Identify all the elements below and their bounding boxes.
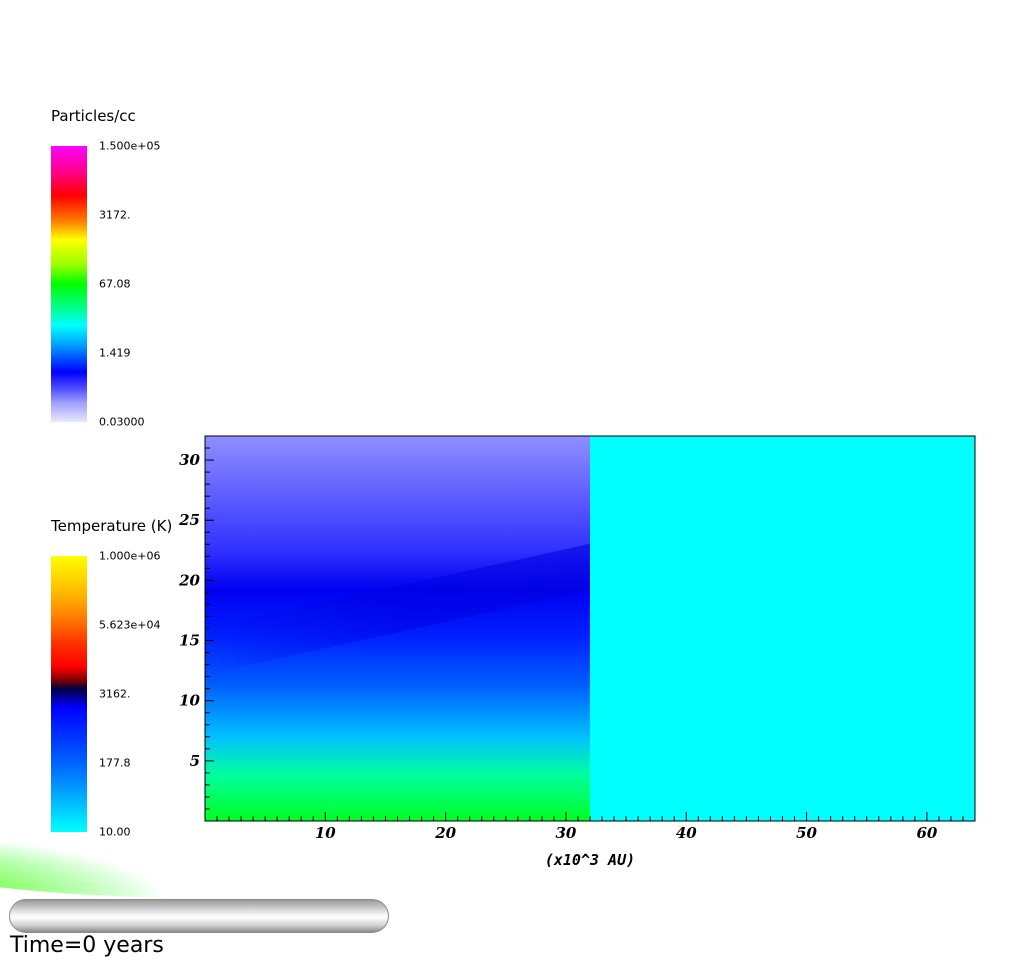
x-tick-label: 30: [556, 824, 577, 842]
y-tick-label: 20: [178, 571, 200, 589]
x-tick-label: 50: [796, 824, 817, 842]
y-tick-label: 5: [190, 752, 200, 770]
colorbar-tick-label: 1.500e+05: [99, 139, 161, 153]
colorbar-tick-label: 3162.: [99, 687, 131, 701]
time-slider[interactable]: [9, 899, 389, 933]
x-tick-label: 10: [315, 824, 336, 842]
temperature-colorbar-title: Temperature (K): [51, 517, 173, 535]
colorbar-tick-label: 1.419: [99, 346, 131, 360]
uniform-region: [590, 436, 975, 821]
density-colorbar-title: Particles/cc: [51, 107, 136, 125]
density-plot: 10 20 30 40 50 60 5 10 15 20 25 30 (x10^3 AU): [0, 435, 976, 898]
time-label: Time=0 years: [10, 933, 164, 958]
colorbar-tick-label: 5.623e+04: [99, 618, 161, 632]
x-tick-label: 60: [916, 824, 937, 842]
colorbar-tick-label: 0.03000: [99, 415, 145, 429]
colorbar-tick-label: 67.08: [99, 277, 131, 291]
colorbar-tick-label: 3172.: [99, 208, 131, 222]
x-axis-label: (x10^3 AU): [545, 851, 635, 869]
y-tick-label: 30: [179, 451, 200, 469]
y-tick-label: 25: [178, 511, 200, 529]
y-tick-label: 10: [179, 692, 200, 710]
density-colorbar: [51, 146, 87, 422]
x-tick-label: 40: [676, 824, 697, 842]
density-band: [205, 543, 590, 675]
plot-area: 10 20 30 40 50 60 5 10 15 20 25 30 (x10^3 AU): [0, 435, 976, 898]
x-tick-label: 20: [434, 824, 456, 842]
colorbar-tick-label: 1.000e+06: [99, 549, 161, 563]
y-tick-label: 15: [179, 632, 200, 650]
